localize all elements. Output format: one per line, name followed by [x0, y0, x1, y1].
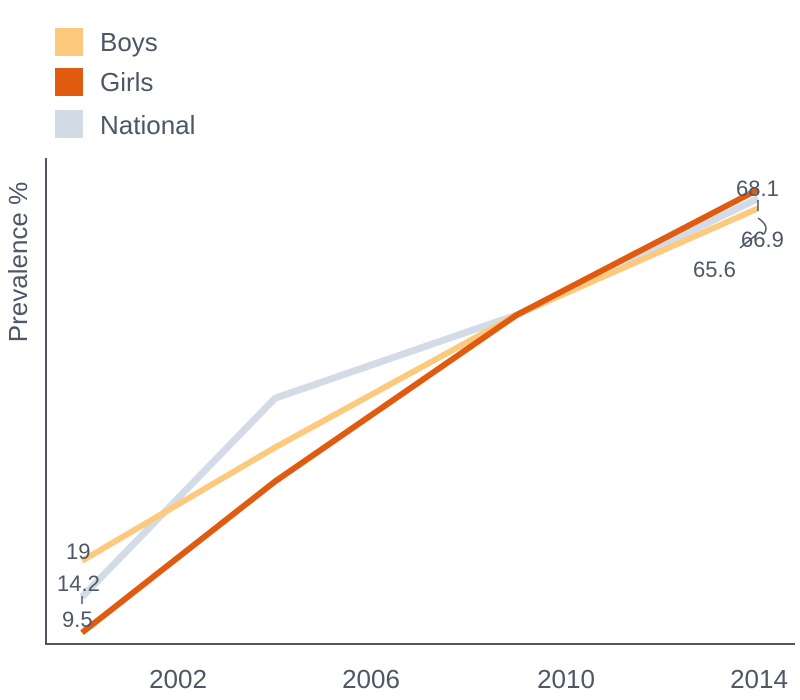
- leader-line-national-end: [757, 217, 767, 235]
- data-label-national-end: 66.9: [741, 227, 784, 252]
- legend-swatch-boys: [55, 28, 83, 56]
- data-label-boys-end: 65.6: [693, 257, 736, 282]
- x-tick-label-2014: 2014: [730, 664, 788, 694]
- leader-lines: [81, 200, 767, 604]
- series-lines: [79, 186, 760, 636]
- legend: Boys Girls National: [55, 27, 195, 140]
- legend-item-boys: Boys: [55, 27, 158, 57]
- legend-label-boys: Boys: [100, 27, 158, 57]
- legend-swatch-national: [55, 110, 83, 138]
- data-label-girls-start: 9.5: [62, 607, 93, 632]
- legend-item-national: National: [55, 110, 195, 140]
- data-label-girls-end: 68.1: [736, 176, 779, 201]
- series-line-national: [79, 195, 760, 600]
- legend-swatch-girls: [55, 68, 83, 96]
- data-labels: 19 14.2 9.5 68.1 66.9 65.6: [57, 176, 784, 632]
- y-axis-title: Prevalence %: [3, 182, 33, 342]
- legend-label-girls: Girls: [100, 67, 153, 97]
- legend-label-national: National: [100, 110, 195, 140]
- legend-item-girls: Girls: [55, 67, 153, 97]
- x-tick-label-2010: 2010: [537, 664, 595, 694]
- leader-line-boys-end: [739, 234, 757, 249]
- data-label-national-start: 14.2: [57, 571, 100, 596]
- x-tick-label-2006: 2006: [342, 664, 400, 694]
- series-line-girls: [80, 186, 760, 636]
- x-tick-labels: 2002 2006 2010 2014: [149, 664, 788, 694]
- series-line-boys: [80, 205, 760, 564]
- x-tick-label-2002: 2002: [149, 664, 207, 694]
- data-label-boys-start: 19: [66, 539, 90, 564]
